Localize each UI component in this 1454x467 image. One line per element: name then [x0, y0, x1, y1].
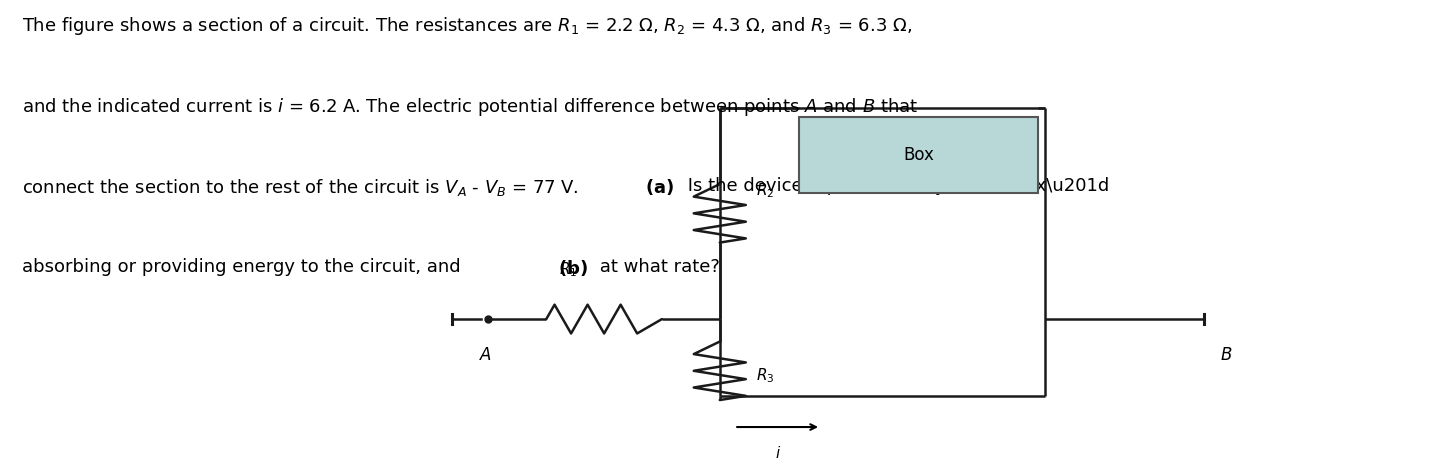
Text: The figure shows a section of a circuit. The resistances are $R_1$ = 2.2 $\Omega: The figure shows a section of a circuit.… [22, 15, 912, 37]
Text: $i$: $i$ [775, 445, 781, 461]
Text: Is the device represented by \u201cBox\u201d: Is the device represented by \u201cBox\u… [682, 177, 1109, 195]
Text: connect the section to the rest of the circuit is $V_A$ - $V_B$ = 77 V.: connect the section to the rest of the c… [22, 177, 580, 198]
Text: at what rate?: at what rate? [595, 258, 720, 276]
Text: Box: Box [903, 146, 933, 164]
Text: $\mathbf{(b)}$: $\mathbf{(b)}$ [558, 258, 587, 278]
Text: A: A [480, 346, 491, 364]
Text: $R_3$: $R_3$ [756, 366, 775, 385]
Bar [800, 117, 1038, 193]
Text: and the indicated current is $i$ = 6.2 A. The electric potential difference betw: and the indicated current is $i$ = 6.2 A… [22, 96, 917, 119]
Text: $R_1$: $R_1$ [558, 260, 577, 279]
Text: $\mathbf{(a)}$: $\mathbf{(a)}$ [644, 177, 673, 198]
Text: B: B [1220, 346, 1232, 364]
Text: absorbing or providing energy to the circuit, and: absorbing or providing energy to the cir… [22, 258, 465, 276]
Text: $R_2$: $R_2$ [756, 182, 774, 200]
